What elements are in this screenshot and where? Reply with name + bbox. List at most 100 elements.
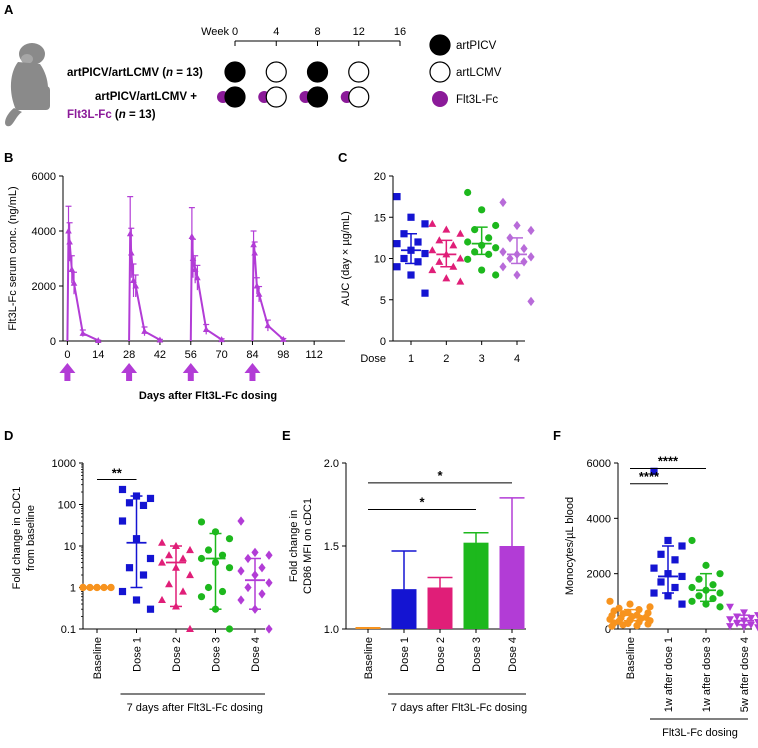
x-axis-label: 7 days after Flt3L-Fc dosing xyxy=(127,702,263,714)
x-tick-label: 14 xyxy=(92,349,104,361)
data-point xyxy=(158,538,166,546)
data-point xyxy=(79,329,87,336)
data-point xyxy=(709,581,717,589)
x-tick-label: 28 xyxy=(123,349,135,361)
series-line xyxy=(66,230,99,342)
data-point xyxy=(414,238,422,246)
data-point xyxy=(499,262,507,272)
data-point xyxy=(407,213,415,221)
data-point xyxy=(225,564,234,572)
dose-arrow-icon xyxy=(244,363,261,381)
data-point xyxy=(664,592,672,600)
data-point xyxy=(186,545,194,554)
data-point xyxy=(456,229,465,237)
data-point xyxy=(186,570,194,579)
data-point xyxy=(456,254,465,262)
data-point xyxy=(265,550,273,560)
data-point xyxy=(506,233,514,243)
data-point xyxy=(218,336,225,343)
data-point xyxy=(464,255,472,263)
y-tick-label: 0 xyxy=(50,336,56,348)
data-point xyxy=(688,536,696,545)
data-point xyxy=(264,322,272,329)
data-point xyxy=(506,253,514,264)
data-point xyxy=(499,247,507,257)
group2-dose-picv-icon xyxy=(224,86,246,108)
data-point xyxy=(726,616,734,624)
data-point xyxy=(747,614,755,623)
data-point xyxy=(754,612,758,620)
group2-dose-picv-icon xyxy=(306,86,329,108)
y-tick-label: 10 xyxy=(64,541,76,553)
data-point xyxy=(204,583,213,592)
y-axis-label: Monocytes/µL blood xyxy=(564,497,576,595)
significance-label: ** xyxy=(112,466,123,481)
x-tick-label: 1 xyxy=(408,353,414,365)
panel-label-c: C xyxy=(338,150,348,165)
data-point xyxy=(218,551,227,559)
data-point xyxy=(650,467,658,475)
data-point xyxy=(716,603,724,611)
panel-a: Week 0 4 8 12 16 artPICV/artLCMV (n = 13) artPI… xyxy=(5,26,502,127)
data-point xyxy=(118,517,127,525)
y-tick-label: 4000 xyxy=(587,513,611,525)
group2-label-line2: Flt3L-Fc (n = 13) xyxy=(67,109,156,121)
panel-b: 0 2000 4000 6000 0 14 28 42 56 70 84 98 112 Flt3L-Fc … xyxy=(7,171,345,402)
y-tick-label: 0 xyxy=(605,624,611,636)
y-tick-label: 2000 xyxy=(32,281,56,293)
data-point xyxy=(79,583,87,592)
data-point xyxy=(442,274,451,282)
x-axis-label: 7 days after Flt3L-Fc dosing xyxy=(391,702,527,714)
week-tick-label: 12 xyxy=(353,26,365,38)
data-point xyxy=(197,593,206,601)
group1-dose-lcmv-icon xyxy=(265,61,287,83)
x-tick-label: 5w after dose 4 xyxy=(739,637,751,712)
data-point xyxy=(179,587,187,595)
data-point xyxy=(118,485,127,494)
x-tick-label: Dose 2 xyxy=(171,637,183,672)
data-point xyxy=(678,542,686,550)
data-point xyxy=(188,233,196,240)
data-point xyxy=(251,547,259,558)
data-point xyxy=(94,337,102,343)
data-point xyxy=(702,561,710,569)
data-point xyxy=(492,221,500,230)
bar xyxy=(355,627,381,629)
data-point xyxy=(435,236,444,244)
data-point xyxy=(695,575,703,583)
data-point xyxy=(65,227,72,234)
data-point xyxy=(633,622,641,630)
data-point xyxy=(485,234,493,242)
data-point xyxy=(421,249,429,258)
data-point xyxy=(733,620,741,628)
data-point xyxy=(258,589,266,599)
data-point xyxy=(695,592,703,600)
group1-dose-picv-icon xyxy=(224,61,246,83)
significance-label: **** xyxy=(639,469,660,484)
data-point xyxy=(107,583,115,592)
x-prefix-label: Dose xyxy=(360,353,386,365)
data-point xyxy=(449,262,458,270)
data-point xyxy=(156,336,164,343)
panel-label-b: B xyxy=(4,150,13,165)
y-axis-label-line1: Fold change in cDC1 xyxy=(11,487,23,590)
x-tick-label: 3 xyxy=(479,353,485,365)
legend-flt-icon xyxy=(432,91,448,107)
panel-label-a: A xyxy=(4,2,14,17)
week-tick-label: 16 xyxy=(394,26,406,38)
panel-label-e: E xyxy=(282,428,291,443)
data-point xyxy=(644,620,652,628)
data-point xyxy=(202,326,210,332)
y-tick-label: 5 xyxy=(380,295,386,307)
data-point xyxy=(428,219,437,227)
y-tick-label: 1.5 xyxy=(324,541,339,553)
data-point xyxy=(125,499,134,507)
data-point xyxy=(527,296,535,307)
data-point xyxy=(492,244,500,252)
panel-f: 0 2000 4000 6000 Monocytes/µL blood Baseline 1… xyxy=(564,454,758,739)
y-tick-label: 20 xyxy=(374,171,386,183)
x-tick-label: 42 xyxy=(154,349,166,361)
data-point xyxy=(237,516,245,526)
data-point xyxy=(126,230,134,237)
data-point xyxy=(626,600,634,608)
